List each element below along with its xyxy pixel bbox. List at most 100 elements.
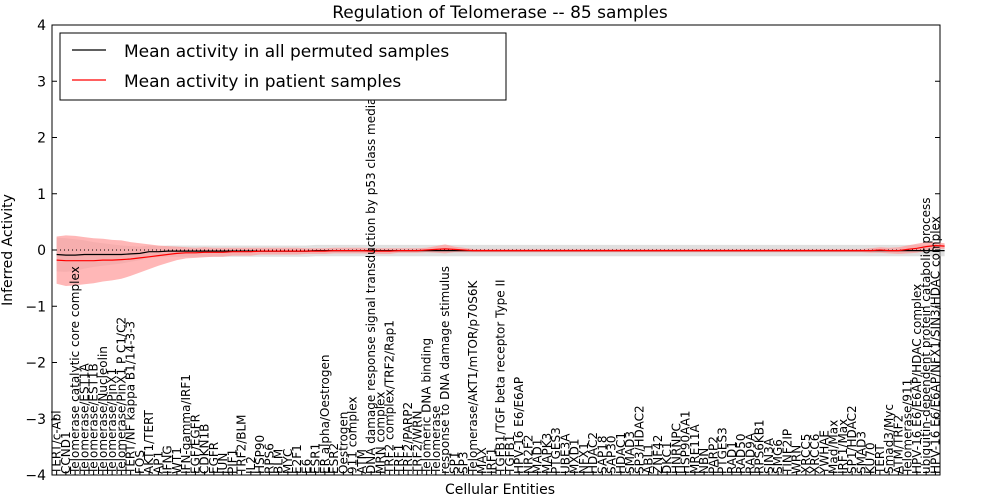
- x-tick-label: MAX: [475, 447, 489, 474]
- x-tick-label: Mad/Max: [827, 420, 841, 474]
- y-tick-label: 2: [37, 131, 46, 147]
- x-tick-label: TERT: [873, 444, 887, 475]
- x-tick-label: ESR1: [309, 443, 323, 474]
- x-tick-label: RPS6: [262, 443, 276, 474]
- x-tick-label: response to DNA damage stimulus: [438, 266, 452, 474]
- x-tick-label: ATM: [355, 449, 369, 474]
- x-tick-label: HSP90: [253, 435, 267, 474]
- x-tick-label: TGFB1: [503, 435, 517, 475]
- x-tick-label: IRF1/Max: [836, 419, 850, 474]
- x-tick-label: IFNG: [161, 445, 175, 474]
- y-tick-label: 1: [37, 187, 46, 203]
- x-tick-label: PIF1: [225, 449, 239, 474]
- x-tick-label: IRF1: [484, 448, 498, 474]
- x-tick-label: DNA damage response signal transduction …: [364, 81, 378, 474]
- confidence-bands: [56, 235, 945, 286]
- x-tick-label: RAD50: [734, 433, 748, 474]
- x-tick-label: XRCC6: [808, 434, 822, 474]
- y-axis: −4 −3 −2 −1 0 1 2 3 4: [25, 18, 940, 484]
- x-tick-label: EGF/EGFR: [188, 414, 202, 474]
- x-tick-label: TRF1: [392, 444, 406, 475]
- x-tick-label: FOS: [133, 450, 147, 474]
- legend: Mean activity in all permuted samples Me…: [59, 32, 507, 101]
- x-tick-label: WT1: [170, 447, 184, 474]
- x-tick-label: RPS6KB1: [753, 419, 767, 474]
- x-tick-label: ESR2: [327, 443, 341, 474]
- band-series-0: [56, 237, 945, 272]
- band-series-1: [56, 235, 945, 286]
- x-tick-label: RAD9A: [743, 432, 757, 474]
- x-tick-label: TINF2IP: [780, 429, 794, 475]
- x-tick-label: HPV-16 E6/E6AP/HDAC complex: [910, 284, 924, 474]
- x-tick-label: BLM: [272, 449, 286, 474]
- x-tick-label: Telomeric DNA binding: [420, 338, 434, 475]
- x-tick-label: TRF2/BLM: [235, 414, 249, 475]
- x-tick-label: SAP30: [605, 435, 619, 474]
- x-tick-label: PTGES3: [716, 427, 730, 474]
- y-tick-label: −2: [25, 356, 46, 372]
- x-tick-label: TRF2/PARP2: [401, 402, 415, 475]
- legend-label-permuted: Mean activity in all permuted samples: [124, 42, 449, 62]
- y-tick-label: 4: [37, 18, 46, 34]
- x-tick-label: Telomerase/PinX1 P C1/C2: [114, 317, 128, 475]
- x-tick-label: XRCC5: [799, 434, 813, 474]
- y-tick-label: −1: [25, 299, 46, 315]
- x-tick-label: NBN: [697, 448, 711, 474]
- x-tick-label: MRE11A: [688, 423, 702, 474]
- x-tick-label: Telomerase: [429, 406, 443, 475]
- x-axis-label: Cellular Entities: [445, 482, 555, 498]
- x-tick-label: TGFB1/TGF beta receptor Type II: [494, 279, 508, 475]
- x-tick-label: Telomerase/911: [901, 379, 915, 475]
- x-tick-label: MXD1: [568, 439, 582, 474]
- x-tick-label: CCND1: [59, 431, 73, 474]
- x-tick-label: ER alpha/Oestrogen: [318, 355, 332, 474]
- y-axis-label: Inferred Activity: [0, 194, 16, 306]
- x-tick-label: EGFR: [207, 442, 221, 474]
- x-tick-label: SMAD3: [623, 431, 637, 474]
- x-tick-label: RAD1: [725, 441, 739, 474]
- x-tick-label: YWHAE: [817, 430, 831, 475]
- x-tick-label: HPV-16 E6/E6AP/NFX1/SIN3/HDAC complex: [928, 216, 942, 474]
- x-tick-label: SP3/HDAC2: [632, 405, 646, 474]
- x-tick-label: IL2: [244, 456, 258, 474]
- y-tick-label: 0: [37, 243, 46, 259]
- x-tick-label: TERT/NF kappa B1/14-3-3: [124, 321, 138, 475]
- x-tick-label: MYC: [281, 449, 295, 474]
- x-tick-label: SP1: [447, 452, 461, 475]
- line-series-1: [56, 244, 945, 262]
- x-tick-label: MAD1: [531, 439, 545, 474]
- chart-title: Regulation of Telomerase -- 85 samples: [332, 3, 668, 23]
- series-lines: [56, 244, 945, 262]
- x-tick-label: HSP90AA1: [679, 410, 693, 474]
- x-tick-label: KU70: [864, 442, 878, 474]
- x-tick-label: IFN-gamma/IRF1: [179, 374, 193, 474]
- x-tick-label: AP1: [151, 451, 165, 474]
- x-tick-label: SMG6: [771, 439, 785, 474]
- legend-box: [59, 32, 507, 101]
- x-tick-label: HPV-16 E6/E6AP: [512, 377, 526, 474]
- x-tick-label: Telomerase/EST1B: [87, 363, 101, 475]
- x-tick-label: Telomerase/EST1A: [77, 362, 91, 475]
- x-tick-label: AKT1/TERT: [142, 409, 156, 474]
- y-tick-label: −4: [25, 468, 46, 484]
- x-tick-label: JUN: [216, 453, 230, 475]
- x-tick-label: Telomerase catalytic core complex: [68, 266, 82, 475]
- x-tick-label: MAPK3: [540, 433, 554, 474]
- x-tick-label: HDAC2: [586, 432, 600, 474]
- x-tick-label: Telomerase/PinX1: [105, 368, 119, 475]
- y-tick-label: 3: [37, 74, 46, 90]
- x-tick-label: SP1/HDAC2: [845, 405, 859, 474]
- x-tick-label: Telomerase/Nucleolin: [96, 346, 110, 475]
- x-tick-label: NFX1: [577, 442, 591, 474]
- x-tick-label: PARP2: [706, 436, 720, 474]
- x-tick-label: Oestrogen: [336, 412, 350, 474]
- x-tick-label: DKC1: [660, 442, 674, 474]
- x-tick-label: UBE3A: [558, 433, 572, 474]
- x-tick-label: SP3: [457, 452, 471, 475]
- x-tick-label: MRN complex: [373, 392, 387, 474]
- x-tick-label: HDAC1: [614, 432, 628, 474]
- x-tick-label: Smad3/Myc: [882, 404, 896, 474]
